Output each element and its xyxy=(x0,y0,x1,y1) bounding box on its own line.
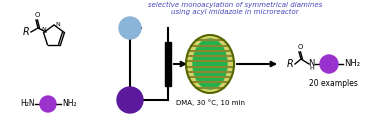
Circle shape xyxy=(117,87,143,113)
Circle shape xyxy=(320,55,338,73)
Bar xyxy=(165,42,171,86)
Text: DMA, 30 °C, 10 min: DMA, 30 °C, 10 min xyxy=(175,99,245,106)
Text: selective monoacylation of symmetrical diamines: selective monoacylation of symmetrical d… xyxy=(148,2,322,8)
Ellipse shape xyxy=(193,39,227,89)
Ellipse shape xyxy=(186,35,234,93)
Circle shape xyxy=(119,17,141,39)
Text: H: H xyxy=(310,66,314,71)
Text: O: O xyxy=(34,12,40,18)
Text: NH₂: NH₂ xyxy=(344,58,360,67)
Text: NH₂: NH₂ xyxy=(62,99,77,108)
Text: O: O xyxy=(297,44,303,50)
Text: N: N xyxy=(55,23,60,28)
Circle shape xyxy=(40,96,56,112)
Text: R: R xyxy=(287,59,293,69)
Text: N: N xyxy=(41,27,46,32)
Text: N: N xyxy=(308,58,314,67)
Text: using acyl imidazole in microreactor: using acyl imidazole in microreactor xyxy=(171,9,299,15)
Text: H₂N: H₂N xyxy=(20,99,35,108)
Text: R: R xyxy=(23,27,29,37)
Text: 20 examples: 20 examples xyxy=(308,79,358,88)
